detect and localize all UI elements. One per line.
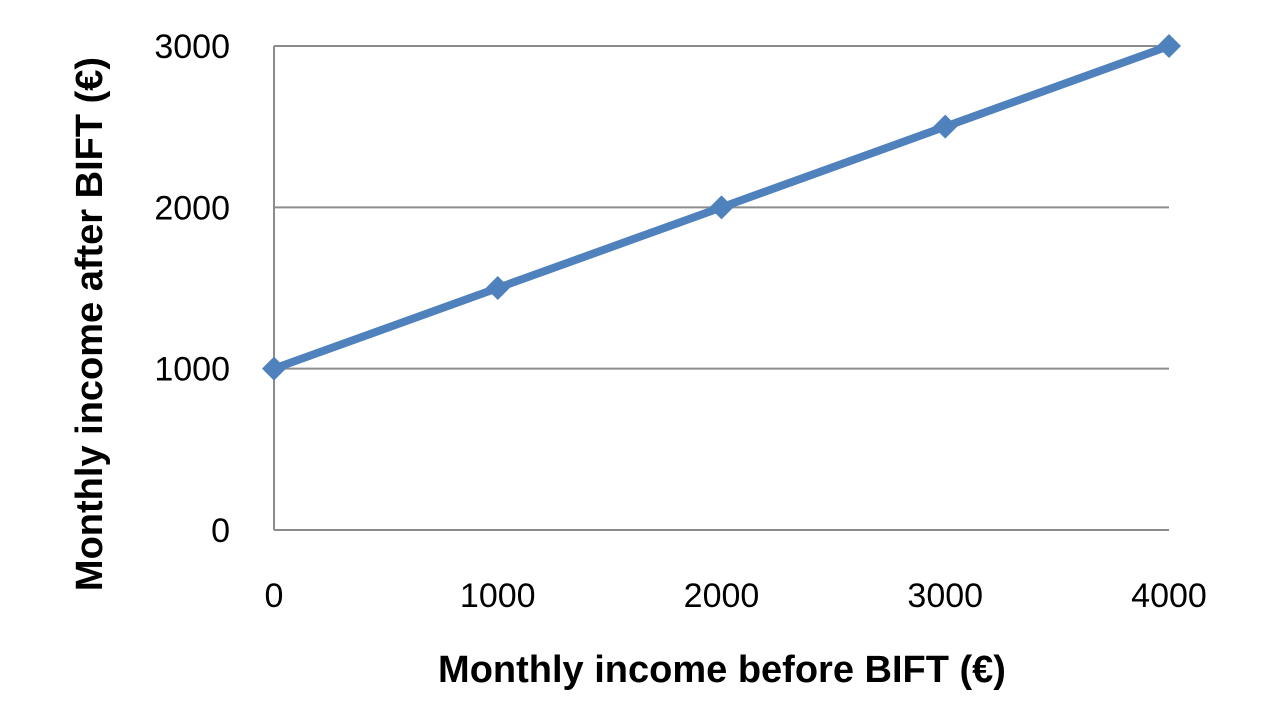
y-tick-labels: 0 1000 2000 3000 bbox=[154, 28, 230, 550]
data-point-marker bbox=[933, 114, 958, 139]
x-tick-labels: 0 1000 2000 3000 4000 bbox=[265, 577, 1207, 615]
data-point-marker bbox=[262, 356, 286, 381]
y-tick-label: 1000 bbox=[154, 351, 230, 389]
y-tick-label: 0 bbox=[211, 512, 230, 550]
y-tick-label: 2000 bbox=[154, 189, 230, 227]
data-point-marker bbox=[485, 276, 510, 300]
axes bbox=[273, 46, 1169, 531]
x-tick-label: 2000 bbox=[684, 577, 760, 615]
x-tick-label: 3000 bbox=[907, 577, 983, 615]
x-axis-title: Monthly income before BIFT (€) bbox=[438, 649, 1006, 691]
x-tick-label: 0 bbox=[265, 577, 284, 615]
x-tick-label: 1000 bbox=[460, 577, 536, 615]
x-tick-label: 4000 bbox=[1131, 577, 1207, 615]
data-point-marker bbox=[1157, 34, 1181, 58]
series-layer bbox=[262, 34, 1181, 381]
data-point-marker bbox=[709, 195, 734, 220]
y-tick-label: 3000 bbox=[154, 28, 230, 66]
y-axis-title: Monthly income after BIFT (€) bbox=[69, 57, 111, 591]
